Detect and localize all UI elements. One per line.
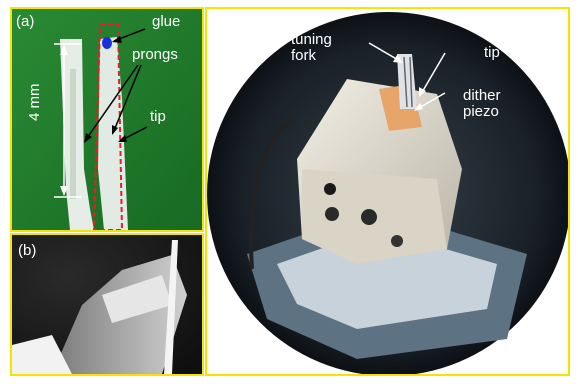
panel-c-label: (c)	[219, 16, 237, 33]
prongs-label: prongs	[132, 46, 178, 63]
scale-label: 4 mm	[26, 83, 43, 122]
panel-b-label: (b)	[18, 242, 37, 259]
tip-outline	[92, 24, 124, 230]
panel-b-sem-image: (b)	[10, 233, 204, 376]
dither-label-line1: dither	[463, 87, 501, 104]
tuning-fork-label: tuning fork	[291, 32, 332, 64]
cable	[249, 119, 294, 270]
screw-2	[325, 207, 339, 221]
screw-3	[361, 209, 377, 225]
dither-label-line2: piezo	[463, 102, 499, 120]
tuning-fork-label-line2: fork	[291, 46, 317, 64]
glue-label: glue	[152, 13, 181, 30]
sem-photo	[12, 235, 202, 374]
dither-piezo-label: dither piezo	[463, 88, 501, 120]
tuning-fork-label-line1: tuning	[291, 31, 332, 48]
tip-wire	[164, 240, 178, 374]
tuning-fork-photo	[12, 9, 202, 230]
screw-1	[324, 183, 336, 195]
scanner-photo	[207, 9, 568, 374]
panel-a-label: (a)	[16, 13, 35, 30]
tip-label-c: tip	[484, 44, 500, 61]
screw-4	[391, 235, 403, 247]
panel-a-optical-image: (a) glue prongs tip 4 mm	[10, 7, 204, 232]
panel-c-photo: (c) tuning fork tip dither piezo	[205, 7, 570, 376]
tip-label-a: tip	[150, 108, 166, 125]
left-prong	[60, 39, 94, 230]
glue-dot	[102, 37, 112, 49]
